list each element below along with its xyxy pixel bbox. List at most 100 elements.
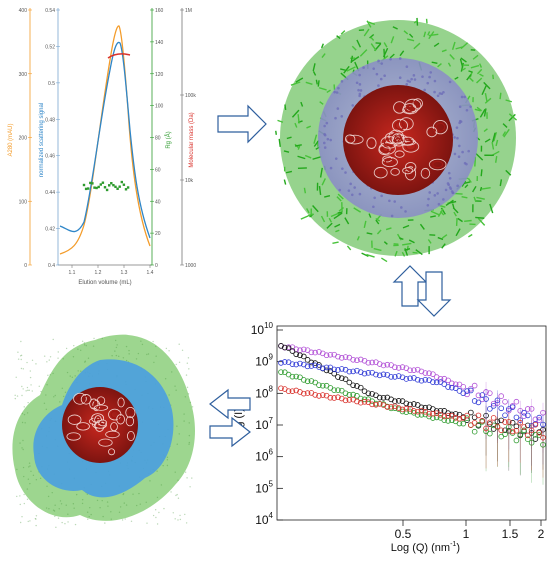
saxs-point (388, 403, 394, 410)
saxs-point (502, 427, 508, 434)
saxs-point (335, 367, 341, 373)
saxs-point (418, 377, 425, 384)
saxs-point (338, 387, 345, 394)
saxs-point (414, 408, 421, 415)
saxs-point (335, 394, 341, 400)
saxs-point (426, 370, 432, 377)
a280-tick-label: 100 (19, 199, 28, 205)
saxs-point (338, 355, 345, 361)
scattering-tick-label: 0.5 (48, 81, 55, 87)
saxs-point (308, 363, 315, 369)
saxs-point (331, 370, 337, 377)
saxs-point (369, 391, 375, 397)
saxs-point (433, 414, 440, 421)
saxs-point (490, 415, 497, 421)
saxs-point (433, 408, 440, 414)
saxs-point (540, 421, 546, 428)
saxs-point (430, 415, 436, 421)
saxs-point (312, 379, 318, 386)
saxs-point (525, 412, 531, 419)
saxs-point (498, 427, 505, 434)
saxs-point (407, 401, 413, 408)
saxs-x-label-end: ) (456, 542, 460, 554)
saxs-point (437, 375, 444, 382)
saxs-point (395, 373, 402, 379)
rg-tick-label: 100 (155, 104, 164, 110)
saxs-point (323, 352, 330, 359)
saxs-point (494, 423, 501, 430)
saxs-point (521, 427, 527, 434)
saxs-point (521, 413, 527, 419)
saxs-point (468, 387, 474, 394)
rg-tick-label: 120 (155, 72, 164, 78)
a280-tick-label: 300 (19, 72, 28, 78)
saxs-point (304, 357, 311, 363)
saxs-point (479, 418, 486, 424)
saxs-point (414, 376, 421, 383)
saxs-point (308, 349, 315, 356)
saxs-point (445, 413, 451, 419)
saxs-point (316, 362, 322, 368)
saxs-point (312, 392, 318, 398)
saxs-point (350, 368, 356, 375)
saxs-point (445, 410, 451, 416)
saxs-point (452, 381, 459, 388)
saxs-point (407, 408, 413, 415)
rg-tick-label: 80 (155, 136, 161, 142)
saxs-point (350, 382, 356, 389)
saxs-point (297, 374, 303, 381)
saxs-point (327, 351, 334, 358)
saxs-point (430, 371, 436, 377)
saxs-point (528, 427, 535, 434)
saxs-point (513, 423, 520, 430)
saxs-point (536, 429, 543, 436)
saxs-point (376, 372, 383, 379)
saxs-point (536, 417, 543, 423)
saxs-x-tick-label: 0.5 (395, 527, 412, 541)
rg-point (95, 186, 98, 190)
saxs-point (525, 432, 531, 439)
rg-tick-label: 20 (155, 231, 161, 237)
rg-axis-label: Rg (Å) (165, 131, 172, 148)
rg-point (118, 185, 121, 188)
saxs-point (418, 404, 425, 411)
a280-tick-label: 0 (24, 263, 27, 269)
saxs-point (532, 421, 539, 428)
saxs-point (380, 371, 387, 378)
saxs-point (468, 409, 474, 416)
saxs-point (319, 365, 326, 372)
saxs-point (502, 399, 508, 405)
saxs-point (494, 397, 501, 404)
scattering-axis-label: normalized scattering signal (39, 103, 45, 177)
saxs-point (392, 364, 398, 371)
saxs-point (525, 436, 531, 442)
saxs-point (525, 406, 531, 412)
saxs-point (407, 375, 413, 382)
saxs-point (426, 410, 432, 417)
saxs-point (471, 420, 478, 426)
saxs-point (403, 376, 410, 382)
saxs-point (460, 420, 467, 427)
rg-point (97, 185, 100, 189)
saxs-point (471, 382, 478, 389)
saxs-point (414, 412, 421, 418)
saxs-point (536, 432, 543, 438)
saxs-point (338, 366, 345, 372)
saxs-point (335, 374, 341, 380)
saxs-point (517, 419, 524, 426)
rg-point (108, 184, 111, 187)
saxs-point (384, 404, 391, 410)
saxs-point (316, 382, 322, 388)
scattering-tick-label: 0.52 (45, 44, 55, 50)
low-resolution-envelope-model-image (12, 334, 196, 529)
mass-tick-label: 1M (185, 8, 192, 14)
saxs-x-tick-label: 1.5 (502, 527, 519, 541)
saxs-x-label-sup: -1 (450, 541, 456, 548)
rg-point (89, 181, 92, 185)
saxs-point (304, 378, 311, 385)
saxs-point (316, 349, 322, 355)
saxs-point (354, 367, 360, 374)
saxs-point (376, 394, 383, 401)
saxs-point (308, 378, 315, 384)
saxs-point (376, 401, 383, 407)
